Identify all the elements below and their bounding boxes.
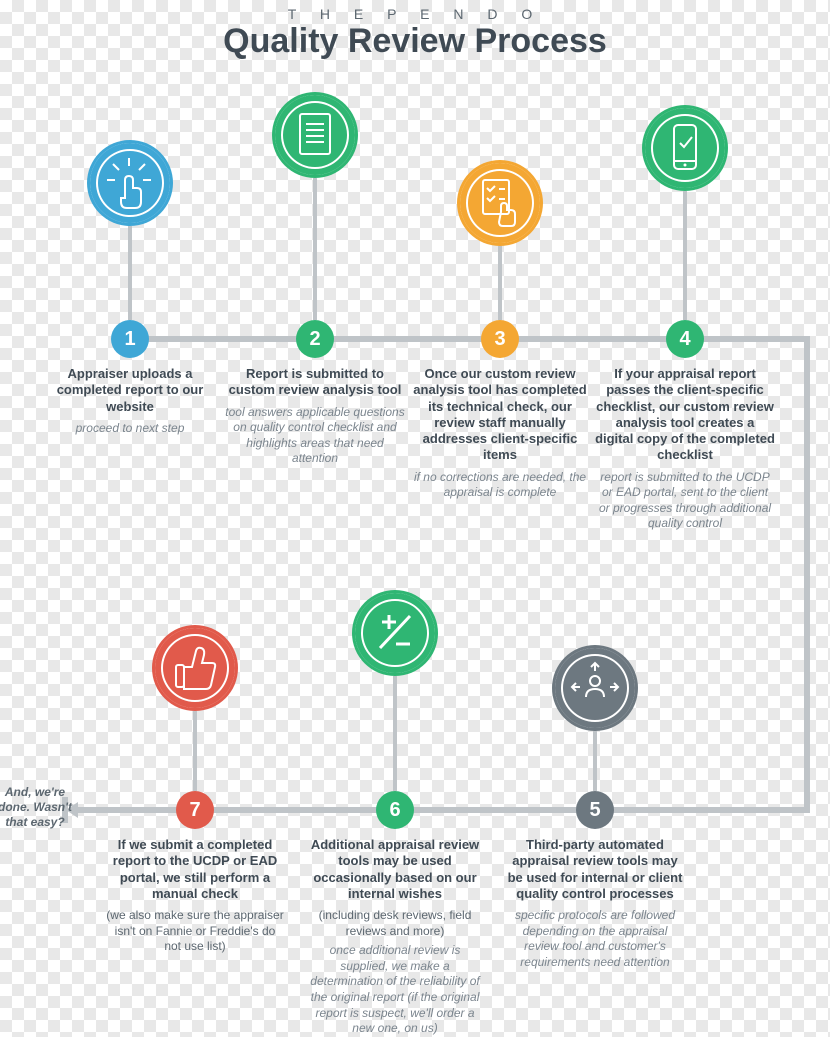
step-7: 7 If we submit a completed report to the … (105, 0, 285, 1011)
thumbs-up-icon (152, 625, 238, 711)
step-secondary: (including desk reviews, field reviews a… (305, 908, 485, 939)
step-number-7: 7 (176, 791, 214, 829)
path-right (804, 336, 810, 813)
step-note: once additional review is supplied, we m… (305, 943, 485, 1037)
plus-minus-icon (352, 590, 438, 676)
step-text-5: Third-party automated appraisal review t… (505, 837, 685, 970)
step-stem (393, 676, 397, 791)
step-primary: Additional appraisal review tools may be… (305, 837, 485, 902)
step-5: 5 Third-party automated appraisal review … (505, 0, 685, 1011)
step-number-5: 5 (576, 791, 614, 829)
diagram-canvas: T H E P E N D O Quality Review Process A… (0, 0, 830, 1011)
step-number-6: 6 (376, 791, 414, 829)
step-text-7: If we submit a completed report to the U… (105, 837, 285, 959)
step-text-6: Additional appraisal review tools may be… (305, 837, 485, 1037)
step-primary: Third-party automated appraisal review t… (505, 837, 685, 902)
step-note: specific protocols are followed dependin… (505, 908, 685, 970)
step-secondary: (we also make sure the appraiser isn't o… (105, 908, 285, 955)
step-6: 6 Additional appraisal review tools may b… (305, 0, 485, 1011)
step-stem (498, 246, 502, 320)
step-primary: If we submit a completed report to the U… (105, 837, 285, 902)
step-stem (193, 711, 197, 791)
person-arrows-icon (552, 645, 638, 731)
step-stem (593, 731, 597, 791)
